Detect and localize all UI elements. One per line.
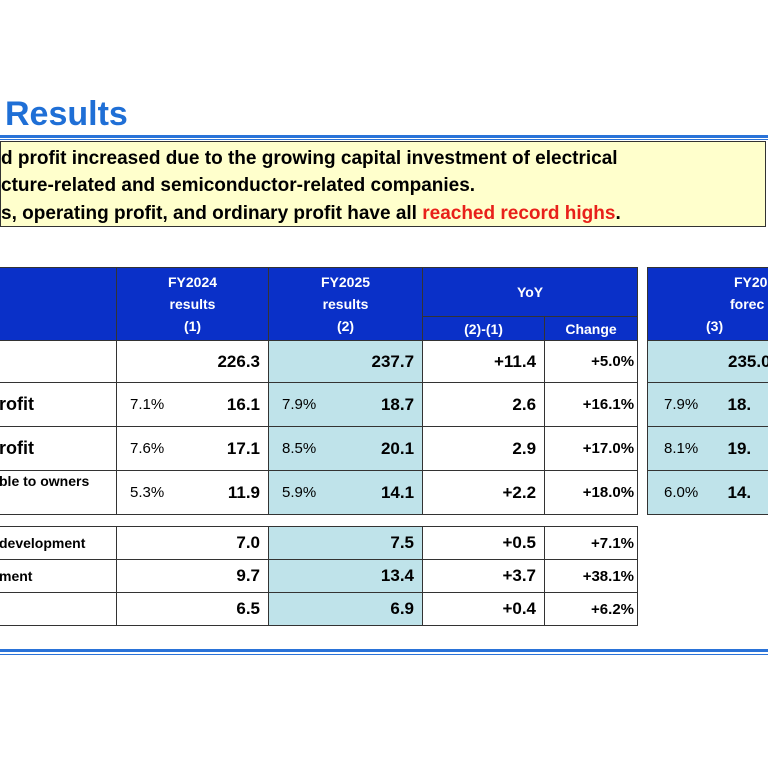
row-label-text: ble to owners [0,473,90,489]
row-label [0,340,117,383]
yoy-change: +6.2% [544,592,638,626]
forecast-value: 235.0 [647,340,768,383]
fy24-margin: 7.1% [116,382,185,427]
fy24-value: 17.1 [184,426,270,471]
yoy-change: +16.1% [544,382,639,427]
fy25-value: 7.5 [268,526,423,560]
segment-table: development 7.0 7.5 +0.5 +7.1% ment 9.7 … [0,526,638,626]
row-label [0,592,117,626]
header-forecast-num: (3) [706,318,724,334]
summary-line-3: s, operating profit, and ordinary profit… [1,202,621,226]
yoy-diff: 2.6 [422,382,546,427]
fy25-value: 237.7 [268,340,424,383]
row-label: rofit [0,426,117,471]
results-table: FY2024 results (1) FY2025 results (2) Yo… [0,267,639,515]
header-yoy-change: Change [544,316,639,341]
header-fy2024-type: results [169,296,216,312]
yoy-diff: +3.7 [422,559,545,593]
header-fy2024-num: (1) [183,318,202,334]
row-label: ment [0,559,117,593]
fy25-value: 13.4 [268,559,423,593]
header-fy2024: FY2024 results (1) [115,267,270,341]
fy24-value: 11.9 [184,470,270,515]
fy24-value: 7.0 [116,526,269,560]
record-highs-highlight: reached record highs [422,203,616,224]
header-yoy: YoY [422,267,639,317]
forecast-margin: 6.0% [647,470,716,515]
header-fy2025-year: FY2025 [321,274,371,290]
header-fy2025-type: results [322,296,369,312]
fy25-margin: 7.9% [268,382,337,427]
fy25-margin: 5.9% [268,470,337,515]
yoy-diff: 2.9 [422,426,546,471]
summary-line-2: cture-related and semiconductor-related … [1,175,476,196]
fy24-value: 6.5 [116,592,269,626]
forecast-value: 19. [715,426,768,471]
yoy-change: +17.0% [544,426,639,471]
summary-line-3-suffix: . [615,203,621,224]
yoy-change: +38.1% [544,559,638,593]
yoy-change: +5.0% [544,340,639,383]
fy24-value: 16.1 [184,382,270,427]
summary-box: d profit increased due to the growing ca… [0,141,766,227]
title-rule [0,135,768,138]
fy25-value: 14.1 [336,470,424,515]
summary-line-1: d profit increased due to the growing ca… [1,148,618,169]
row-label: development [0,526,117,560]
row-label: ble to owners [0,470,117,515]
fy24-margin: 7.6% [116,426,185,471]
fy24-value: 9.7 [116,559,269,593]
fy24-margin: 5.3% [116,470,185,515]
header-forecast-year: FY20 [734,274,768,290]
forecast-margin: 7.9% [647,382,716,427]
forecast-value-text: 235.0 [728,351,768,371]
header-forecast: FY20 forec (3) [647,267,768,341]
header-forecast-type: forec [730,296,765,312]
fy25-value: 18.7 [336,382,424,427]
forecast-table: FY20 forec (3) 235.0 7.9% 18. 8.1% 19. 6… [647,267,768,515]
header-fy2025: FY2025 results (2) [268,267,424,341]
fy24-value: 226.3 [115,340,270,383]
page-title: Results [5,95,128,133]
yoy-diff: +11.4 [422,340,546,383]
forecast-margin: 8.1% [647,426,716,471]
row-label: rofit [0,382,117,427]
header-fy2024-year: FY2024 [167,274,218,290]
header-fy2025-num: (2) [336,318,355,334]
fy25-value: 20.1 [336,426,424,471]
fy25-margin: 8.5% [268,426,337,471]
summary-line-3-text: s, operating profit, and ordinary profit… [1,203,423,224]
footer-rule-thin [0,654,768,655]
header-yoy-diff: (2)-(1) [422,316,546,341]
yoy-diff: +2.2 [422,470,546,515]
row-label-text: rofit [0,394,34,414]
yoy-change: +7.1% [544,526,638,560]
forecast-value: 18. [715,382,768,427]
yoy-change: +18.0% [544,470,639,515]
header-item [0,267,117,341]
row-label-text: rofit [0,438,34,458]
yoy-diff: +0.4 [422,592,545,626]
title-rule-thin [0,139,768,140]
yoy-diff: +0.5 [422,526,545,560]
footer-rule [0,649,768,652]
forecast-value: 14. [715,470,768,515]
fy25-value: 6.9 [268,592,423,626]
